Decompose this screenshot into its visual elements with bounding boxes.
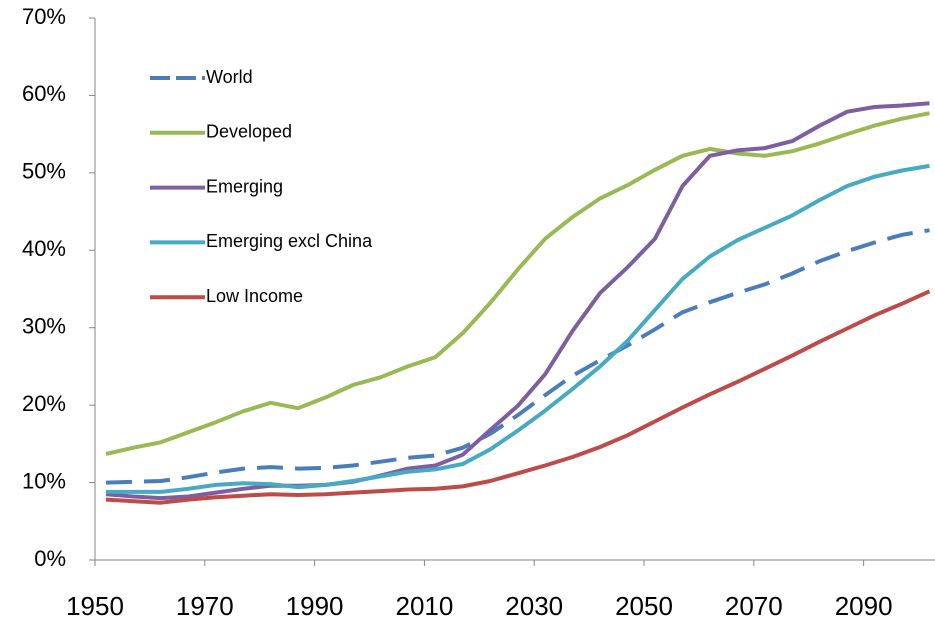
x-tick-label: 1970 bbox=[176, 591, 234, 621]
x-tick-label: 2090 bbox=[835, 591, 893, 621]
y-tick-label: 40% bbox=[22, 236, 66, 261]
series-line bbox=[105, 228, 930, 485]
series-line bbox=[105, 101, 930, 501]
y-tick-label: 20% bbox=[22, 391, 66, 416]
x-tick-label: 2070 bbox=[725, 591, 783, 621]
x-tick-label: 1950 bbox=[66, 591, 124, 621]
legend-label: Emerging bbox=[206, 176, 283, 196]
x-tick-label: 1990 bbox=[286, 591, 344, 621]
legend-label: World bbox=[206, 67, 253, 87]
series-line bbox=[105, 289, 931, 505]
x-tick-label: 2030 bbox=[505, 591, 563, 621]
y-tick-label: 50% bbox=[22, 159, 66, 184]
legend-label: Low Income bbox=[206, 286, 303, 306]
y-tick-label: 70% bbox=[22, 4, 66, 29]
y-tick-label: 10% bbox=[22, 468, 66, 493]
y-tick-label: 0% bbox=[34, 546, 66, 571]
x-tick-label: 2010 bbox=[395, 591, 453, 621]
legend-label: Emerging excl China bbox=[206, 231, 373, 251]
series-line bbox=[106, 163, 930, 494]
x-tick-label: 2050 bbox=[615, 591, 673, 621]
series-line bbox=[105, 111, 930, 456]
y-tick-label: 30% bbox=[22, 314, 66, 339]
y-tick-label: 60% bbox=[22, 81, 66, 106]
legend-label: Developed bbox=[206, 122, 292, 142]
